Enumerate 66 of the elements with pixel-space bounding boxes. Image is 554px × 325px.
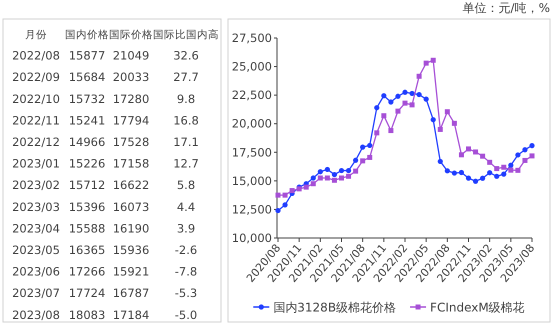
text: 国内价格	[65, 28, 109, 41]
text: 15712	[68, 178, 106, 192]
text: 16787	[112, 286, 150, 300]
legend-label: 国内3128B级棉花价格	[273, 300, 396, 314]
y-tick-label: 15,000	[232, 174, 272, 188]
text: 15877	[68, 48, 106, 63]
text: 国际价格	[109, 29, 153, 41]
text: 16190	[112, 221, 150, 236]
text: 15684	[68, 70, 106, 84]
text: 16.8	[173, 113, 199, 128]
text: 20033	[112, 70, 150, 84]
text: 12.7	[173, 156, 199, 171]
text: 5.8	[176, 178, 196, 192]
text: 15396	[68, 200, 106, 214]
text: 2022/12	[12, 135, 60, 149]
text: 2022/08	[12, 48, 60, 63]
text: 2023/07	[12, 286, 60, 300]
text: 15588	[68, 221, 106, 236]
text: 15936	[112, 243, 150, 257]
text: 18083	[68, 308, 106, 322]
y-tick-label: 17,500	[232, 145, 272, 160]
text: 2022/11	[12, 113, 60, 128]
text: -5.0	[174, 308, 198, 322]
text: 4.4	[176, 200, 196, 214]
y-tick-label: 12,500	[232, 202, 272, 216]
text: 17528	[112, 135, 150, 149]
text: -5.3	[174, 286, 198, 300]
text: 14966	[68, 135, 106, 149]
text: 17.1	[173, 135, 199, 149]
text: 单位：元/吨，%	[462, 1, 550, 15]
text: 32.6	[173, 48, 199, 63]
text: 月份	[25, 29, 47, 41]
text: 15921	[112, 264, 150, 279]
text: 17266	[68, 264, 106, 279]
y-tick-label: 27,500	[232, 31, 272, 45]
text: 2023/08	[12, 308, 60, 322]
text: 2023/02	[12, 178, 60, 192]
y-tick-label: 22,500	[232, 88, 272, 102]
y-tick-label: 25,000	[232, 60, 272, 74]
text: 17280	[112, 92, 150, 106]
legend-label: FCIndexM级棉花	[430, 300, 525, 314]
text: 16365	[68, 243, 106, 257]
text: 17158	[112, 156, 150, 171]
text: -2.6	[174, 243, 198, 257]
text: 2022/09	[12, 70, 60, 84]
text: 15732	[68, 92, 106, 106]
y-tick-label: 20,000	[232, 116, 272, 131]
y-tick-label: 10,000	[232, 231, 272, 245]
text: -7.8	[174, 264, 198, 279]
text: 17184	[112, 308, 150, 322]
text: 21049	[112, 48, 150, 63]
text: 2023/01	[12, 156, 60, 171]
text: 2023/03	[12, 200, 60, 214]
text: 17724	[68, 286, 106, 300]
text: 15226	[68, 156, 106, 171]
text: 2022/10	[12, 92, 60, 106]
text: 16073	[112, 200, 150, 214]
text: 17794	[112, 113, 150, 128]
text: 9.8	[176, 92, 196, 106]
text: 3.9	[176, 221, 196, 236]
text: 国际比国内高	[153, 28, 219, 41]
text: 2023/06	[12, 264, 60, 279]
text: 2023/04	[12, 221, 60, 236]
text: 16622	[112, 178, 150, 192]
text: 27.7	[173, 70, 199, 84]
text: 15241	[68, 113, 106, 128]
